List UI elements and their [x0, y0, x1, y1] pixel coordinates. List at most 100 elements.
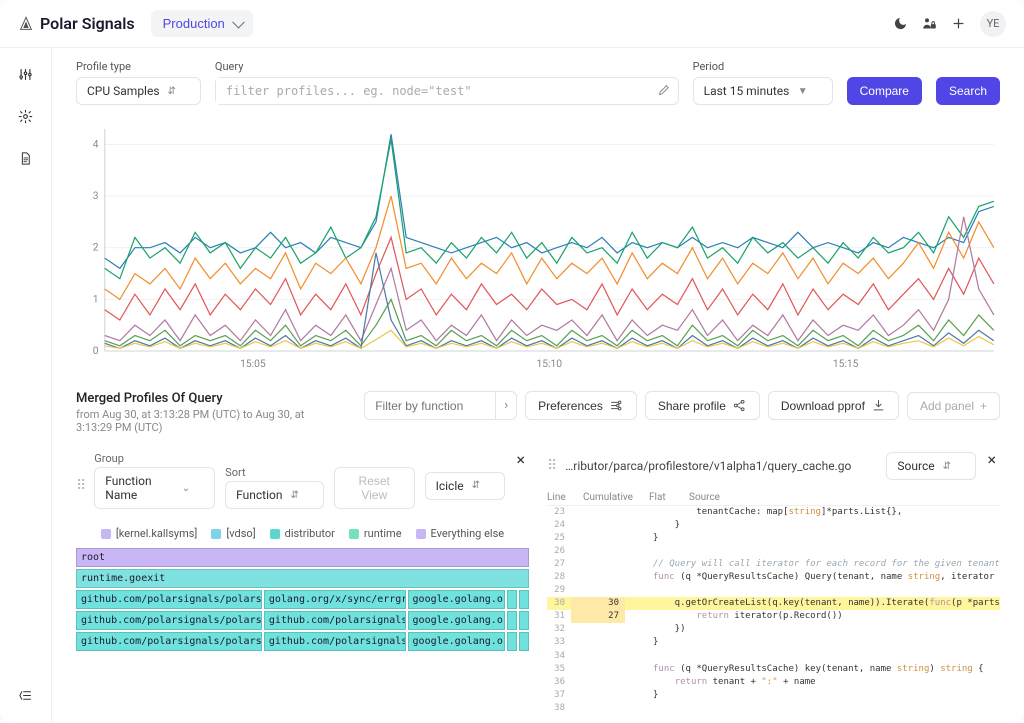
- share-icon: [732, 398, 747, 413]
- flame-cell[interactable]: [519, 590, 529, 609]
- legend-item[interactable]: Everything else: [416, 527, 505, 540]
- sidebar-settings[interactable]: [12, 102, 40, 130]
- flame-cell[interactable]: golang.org/x/sync/errgroup.(*G: [264, 590, 406, 609]
- flame-panel: × ⠿ Group Function Name⌄: [76, 448, 529, 723]
- environment-select[interactable]: Production: [151, 10, 253, 37]
- moon-icon: [893, 16, 908, 31]
- plus-icon: [951, 16, 966, 31]
- profile-type-select[interactable]: CPU Samples ⇵: [76, 77, 201, 105]
- source-line[interactable]: 34: [547, 650, 1000, 663]
- flame-legend: [kernel.kallsyms] [vdso] distributor runtim…: [76, 527, 529, 540]
- chevron-updown-icon: ⇵: [168, 86, 176, 97]
- user-avatar[interactable]: YE: [980, 11, 1006, 37]
- add-panel-button[interactable]: Add panel +: [907, 392, 1000, 420]
- drag-handle-icon[interactable]: ⠿: [547, 458, 555, 474]
- download-pprof-button[interactable]: Download pprof: [768, 391, 899, 420]
- source-line[interactable]: 25}: [547, 532, 1000, 545]
- flame-cell[interactable]: [519, 632, 529, 651]
- svg-text:15:10: 15:10: [537, 359, 563, 370]
- flame-cell[interactable]: [519, 611, 529, 630]
- filter-go-button[interactable]: ›: [495, 392, 516, 419]
- topbar: Polar Signals Production YE: [0, 0, 1024, 48]
- preferences-button[interactable]: Preferences: [525, 391, 637, 420]
- flame-view-select[interactable]: Icicle⇵: [425, 472, 505, 500]
- dark-mode-toggle[interactable]: [893, 16, 908, 31]
- flame-cell[interactable]: runtime.goexit: [76, 569, 529, 588]
- source-line[interactable]: 37}: [547, 689, 1000, 702]
- source-line[interactable]: 3030 q.getOrCreateList(q.key(tenant, nam…: [547, 597, 1000, 610]
- source-line[interactable]: 32 }): [547, 623, 1000, 636]
- legend-item[interactable]: distributor: [270, 527, 335, 540]
- share-profile-button[interactable]: Share profile: [645, 391, 760, 420]
- source-line[interactable]: 23 tenantCache: map[string]*parts.List{}…: [547, 506, 1000, 519]
- svg-text:1: 1: [93, 294, 99, 305]
- source-panel: × ⠿ …ributor/parca/profilestore/v1alpha1…: [547, 448, 1000, 723]
- source-line[interactable]: 3127 return iterator(p.Record()): [547, 610, 1000, 623]
- legend-item[interactable]: [vdso]: [211, 527, 255, 540]
- flame-cell[interactable]: google.golang.org/g: [408, 611, 505, 630]
- sort-label: Sort: [225, 466, 324, 479]
- search-button[interactable]: Search: [936, 77, 1000, 105]
- filter-function-input[interactable]: [365, 393, 495, 419]
- collapse-icon: [18, 688, 33, 703]
- query-input[interactable]: [216, 78, 657, 104]
- main-content: Profile type CPU Samples ⇵ Query: [52, 48, 1024, 723]
- svg-text:15:05: 15:05: [240, 359, 266, 370]
- source-body[interactable]: 23 tenantCache: map[string]*parts.List{}…: [547, 506, 1000, 715]
- flame-cell[interactable]: github.com/polarsignals/frost: [264, 632, 406, 651]
- sidebar-collapse[interactable]: [12, 681, 40, 709]
- flame-cell[interactable]: [507, 611, 517, 630]
- sort-select[interactable]: Function⇵: [225, 481, 324, 509]
- merged-title: Merged Profiles Of Query: [76, 391, 316, 406]
- flame-cell[interactable]: github.com/polarsignals/polarsi: [76, 611, 262, 630]
- source-view-select[interactable]: Source⇵: [886, 452, 976, 480]
- source-line[interactable]: 36 return tenant + ":" + name: [547, 676, 1000, 689]
- legend-item[interactable]: runtime: [349, 527, 402, 540]
- preferences-icon: [609, 398, 624, 413]
- flame-cell[interactable]: github.com/polarsignals/frost: [264, 611, 406, 630]
- plus-icon: +: [980, 399, 987, 413]
- source-header: Line Cumulative Flat Source: [547, 488, 1000, 506]
- admin-button[interactable]: [922, 16, 937, 31]
- source-line[interactable]: 28func (q *QueryResultsCache) Query(tena…: [547, 571, 1000, 584]
- period-select[interactable]: Last 15 minutes ▼: [693, 77, 833, 105]
- legend-item[interactable]: [kernel.kallsyms]: [101, 527, 197, 540]
- svg-text:3: 3: [93, 191, 99, 202]
- reset-view-button[interactable]: Reset View: [334, 467, 415, 509]
- source-line[interactable]: 29: [547, 584, 1000, 597]
- user-lock-icon: [922, 16, 937, 31]
- source-path: …ributor/parca/profilestore/v1alpha1/que…: [565, 459, 876, 473]
- sidebar-docs[interactable]: [12, 144, 40, 172]
- group-label: Group: [94, 452, 215, 465]
- flame-cell[interactable]: [507, 632, 517, 651]
- timeseries-chart[interactable]: 0123415:0515:1015:15: [76, 123, 1000, 373]
- source-line[interactable]: 26: [547, 545, 1000, 558]
- group-select[interactable]: Function Name⌄: [94, 467, 215, 509]
- flame-graph[interactable]: root runtime.goexit github.com/polarsignal…: [76, 548, 529, 653]
- flame-cell[interactable]: [507, 590, 517, 609]
- source-line[interactable]: 38: [547, 702, 1000, 715]
- source-line[interactable]: 24 }: [547, 519, 1000, 532]
- svg-text:4: 4: [93, 140, 99, 151]
- add-button[interactable]: [951, 16, 966, 31]
- close-source-panel[interactable]: ×: [983, 448, 1000, 471]
- source-line[interactable]: 35func (q *QueryResultsCache) key(tenant…: [547, 663, 1000, 676]
- sidebar-profiles[interactable]: [12, 60, 40, 88]
- flame-cell[interactable]: root: [76, 548, 529, 567]
- compare-button[interactable]: Compare: [847, 77, 922, 105]
- close-flame-panel[interactable]: ×: [512, 448, 529, 471]
- source-line[interactable]: 27// Query will call iterator for each r…: [547, 558, 1000, 571]
- flame-cell[interactable]: google.golang.org/g: [408, 632, 505, 651]
- flame-cell[interactable]: google.golang.org/g: [408, 590, 505, 609]
- sidebar: [0, 48, 52, 723]
- flame-cell[interactable]: github.com/polarsignals/polarsi: [76, 632, 262, 651]
- query-label: Query: [215, 60, 679, 73]
- flame-cell[interactable]: github.com/polarsignals/polarsi: [76, 590, 262, 609]
- edit-icon[interactable]: [657, 82, 672, 101]
- brand-text: Polar Signals: [40, 14, 135, 33]
- source-line[interactable]: 33}: [547, 636, 1000, 649]
- gear-icon: [18, 109, 33, 124]
- drag-handle-icon[interactable]: ⠿: [76, 478, 84, 494]
- brand-logo: Polar Signals: [18, 14, 135, 33]
- period-label: Period: [693, 60, 833, 73]
